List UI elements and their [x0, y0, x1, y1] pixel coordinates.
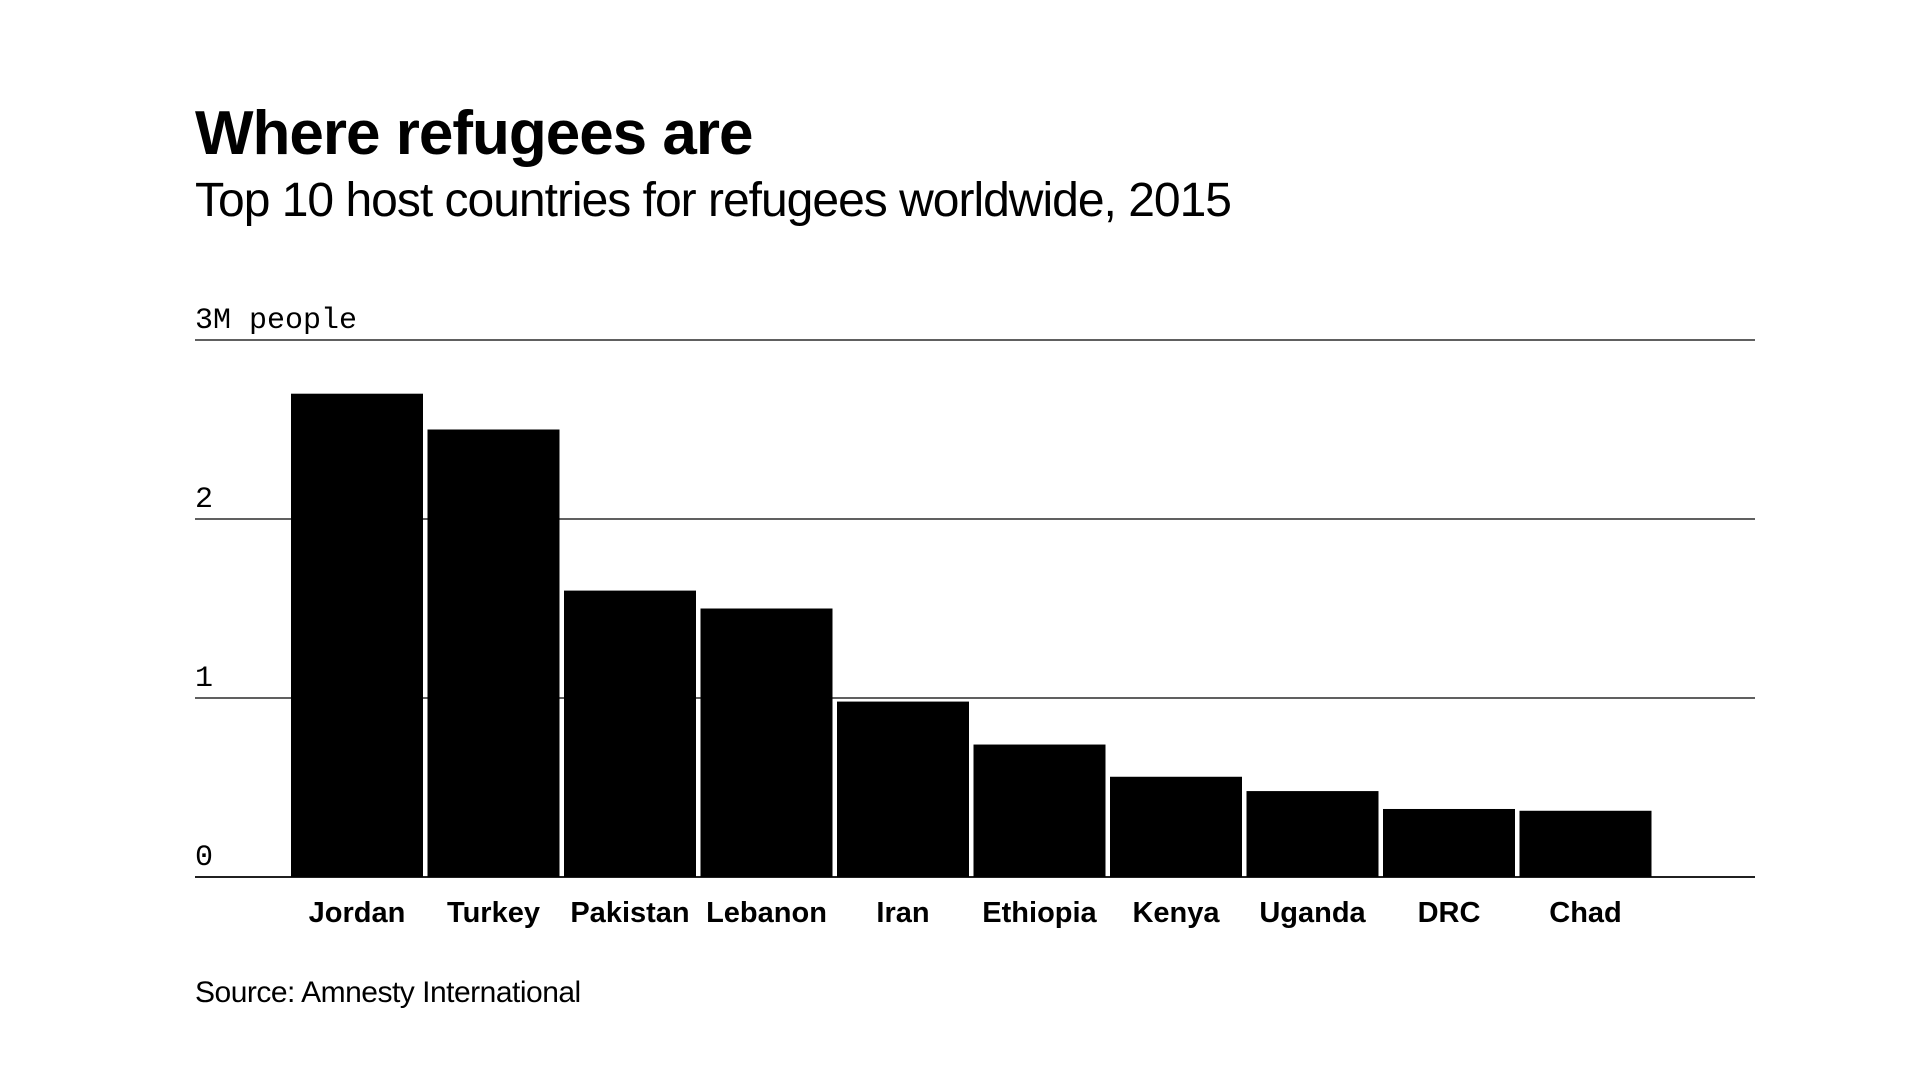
x-tick-label: Uganda: [1259, 897, 1366, 929]
y-tick-label: 1: [195, 662, 213, 696]
chart-source: Source: Amnesty International: [195, 976, 581, 1009]
bar-ethiopia: [973, 744, 1106, 877]
chart-subtitle: Top 10 host countries for refugees world…: [195, 174, 1232, 227]
x-tick-label: DRC: [1418, 897, 1481, 929]
bar-uganda: [1246, 791, 1379, 877]
bar-chad: [1519, 810, 1652, 877]
chart-title: Where refugees are: [195, 99, 753, 168]
y-tick-label: 0: [195, 841, 213, 875]
y-tick-label: 2: [195, 483, 213, 517]
bar-layer: [195, 393, 1755, 878]
bar-drc: [1383, 808, 1515, 877]
y-tick-label: 3M people: [195, 304, 357, 338]
category-labels: Jordan Turkey Pakistan Lebanon Iran Ethiopia K…: [309, 897, 1622, 929]
bar-pakistan: [564, 590, 696, 877]
x-tick-label: Turkey: [447, 897, 540, 929]
x-tick-label: Jordan: [309, 897, 406, 929]
bar-turkey: [427, 429, 560, 877]
x-tick-label: Ethiopia: [982, 897, 1097, 929]
bar-kenya: [1110, 776, 1242, 877]
bar-iran: [837, 701, 969, 877]
bar-lebanon: [700, 608, 833, 877]
x-tick-label: Chad: [1549, 897, 1622, 929]
bar-jordan: [291, 393, 423, 877]
x-tick-label: Lebanon: [706, 897, 827, 929]
x-tick-label: Kenya: [1132, 897, 1220, 929]
x-tick-label: Iran: [876, 897, 929, 929]
x-tick-label: Pakistan: [570, 897, 689, 929]
